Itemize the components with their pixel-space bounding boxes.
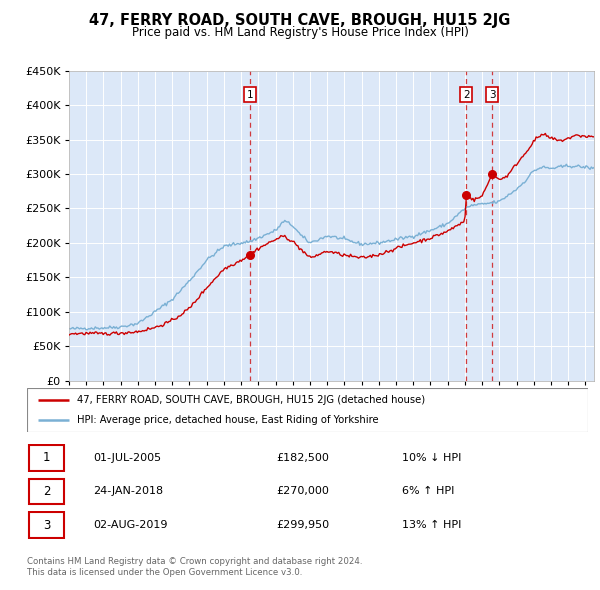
Text: £182,500: £182,500 [276,453,329,463]
Text: 10% ↓ HPI: 10% ↓ HPI [402,453,461,463]
Text: 47, FERRY ROAD, SOUTH CAVE, BROUGH, HU15 2JG (detached house): 47, FERRY ROAD, SOUTH CAVE, BROUGH, HU15… [77,395,425,405]
Text: 3: 3 [489,90,496,100]
Text: 24-JAN-2018: 24-JAN-2018 [93,487,163,496]
Text: 13% ↑ HPI: 13% ↑ HPI [402,520,461,530]
Text: HPI: Average price, detached house, East Riding of Yorkshire: HPI: Average price, detached house, East… [77,415,379,425]
Text: 1: 1 [43,451,50,464]
Text: Contains HM Land Registry data © Crown copyright and database right 2024.: Contains HM Land Registry data © Crown c… [27,557,362,566]
Text: 01-JUL-2005: 01-JUL-2005 [93,453,161,463]
Text: 1: 1 [247,90,253,100]
Text: 2: 2 [463,90,469,100]
Text: 6% ↑ HPI: 6% ↑ HPI [402,487,454,496]
Text: 3: 3 [43,519,50,532]
Text: This data is licensed under the Open Government Licence v3.0.: This data is licensed under the Open Gov… [27,568,302,577]
Text: 2: 2 [43,485,50,498]
Text: 02-AUG-2019: 02-AUG-2019 [93,520,167,530]
Text: Price paid vs. HM Land Registry's House Price Index (HPI): Price paid vs. HM Land Registry's House … [131,26,469,39]
Text: £270,000: £270,000 [276,487,329,496]
Text: 47, FERRY ROAD, SOUTH CAVE, BROUGH, HU15 2JG: 47, FERRY ROAD, SOUTH CAVE, BROUGH, HU15… [89,13,511,28]
Text: £299,950: £299,950 [276,520,329,530]
